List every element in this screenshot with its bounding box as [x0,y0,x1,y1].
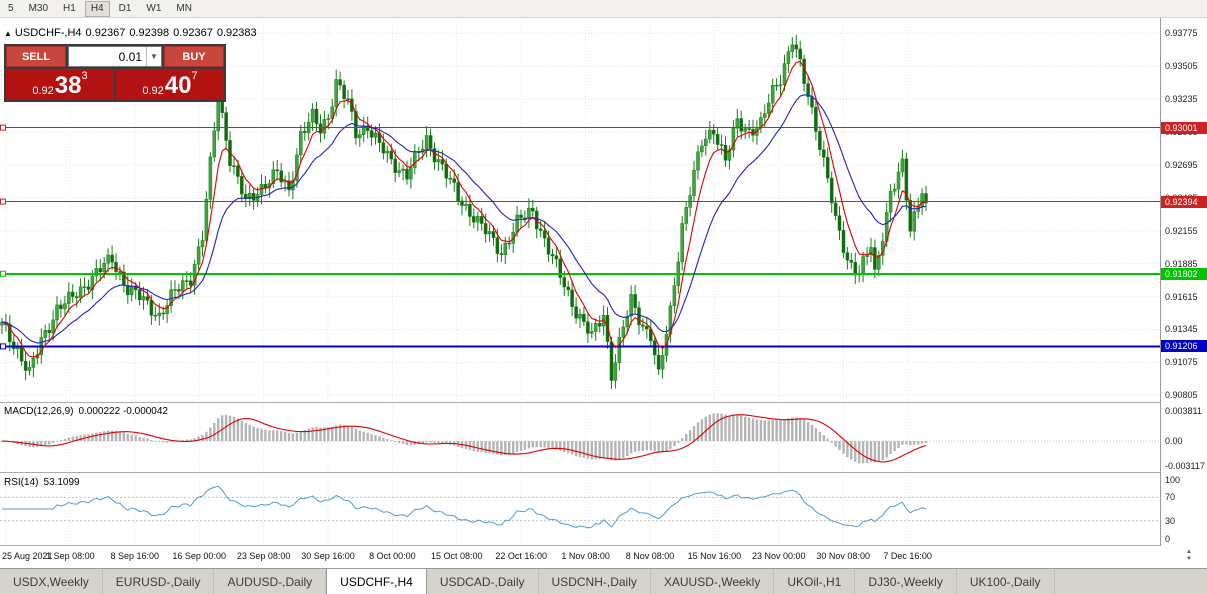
rsi-header: RSI(14) 53.1099 [4,477,80,488]
axis-scroll-arrows[interactable]: ▲ ▼ [1186,549,1192,562]
price-tick: 0.91615 [1165,291,1198,302]
pane-splitter[interactable] [0,402,1207,403]
sell-price-display[interactable]: 0.92 38 3 [6,69,114,100]
chart-tab-uk100-daily[interactable]: UK100-,Daily [957,569,1055,594]
price-tick: 0.91075 [1165,357,1198,368]
buy-price-sup: 7 [191,70,198,82]
macd-max-label: 0.003811 [1165,406,1202,416]
time-axis-label: 1 Sep 08:00 [46,551,95,561]
buy-price-big: 40 [164,72,192,99]
volume-value[interactable]: 0.01 [118,49,142,64]
timeframe-toolbar: 5 M30 H1 H4 D1 W1 MN [0,0,1207,18]
pane-splitter [0,545,1207,546]
hline-price-tag: 0.91802 [1161,267,1207,280]
time-axis-label: 1 Nov 08:00 [561,551,610,561]
ohlc-low: 0.92367 [173,27,213,39]
price-tick: 0.92695 [1165,159,1198,170]
time-axis[interactable]: 25 Aug 2021 1 Sep 08:00 8 Sep 16:00 16 Sep … [0,546,1160,568]
macd-header: MACD(12,26,9) 0.000222 -0.000042 [4,406,168,417]
timeframe-mn[interactable]: MN [176,2,192,14]
chart-tab-usdcnh-daily[interactable]: USDCNH-,Daily [539,569,651,594]
time-axis-label: 30 Nov 08:00 [816,551,870,561]
price-tick: 0.93775 [1165,28,1198,39]
rsi-values: 53.1099 [43,477,80,488]
macd-indicator-canvas[interactable] [0,404,1160,472]
time-axis-label: 7 Dec 16:00 [883,551,932,561]
rsi-indicator-canvas[interactable] [0,474,1160,544]
chart-tab-usdx-weekly[interactable]: USDX,Weekly [0,569,103,594]
buy-button[interactable]: BUY [164,46,224,67]
sell-price-sup: 3 [81,70,88,82]
timeframe-w1[interactable]: W1 [146,2,162,14]
price-tick: 0.93505 [1165,61,1198,72]
time-axis-label: 8 Nov 08:00 [625,551,675,561]
time-axis-label: 25 Aug 2021 [2,551,53,561]
volume-dropdown-icon[interactable]: ▼ [146,47,161,66]
chart-tab-ukoil-h1[interactable]: UKOil-,H1 [774,569,856,594]
time-axis-label: 23 Sep 08:00 [236,551,291,561]
price-tick: 0.92155 [1165,225,1198,236]
macd-zero-label: 0.00 [1165,436,1183,447]
timeframe-h4[interactable]: H4 [84,0,110,17]
chart-tab-dj30-weekly[interactable]: DJ30-,Weekly [855,569,957,594]
time-axis-label: 16 Sep 00:00 [172,551,226,561]
hline-price-tag: 0.91206 [1161,340,1207,353]
pane-splitter[interactable] [0,472,1207,473]
time-axis-label: 15 Nov 16:00 [687,551,742,561]
price-tick: 0.91885 [1165,258,1198,269]
one-click-trading-panel: SELL 0.01 ▼ BUY 0.92 38 3 0.92 40 7 [4,44,226,102]
time-axis-label: 22 Oct 16:00 [495,551,547,561]
time-axis-label: 8 Oct 00:00 [369,551,416,561]
one-click-collapse-icon[interactable]: ▲ [4,29,12,38]
ohlc-open: 0.92367 [85,27,126,39]
rsi-100-label: 100 [1165,475,1181,485]
time-axis-label: 8 Sep 16:00 [110,551,160,561]
chart-tab-usdchf-h4[interactable]: USDCHF-,H4 [326,569,427,594]
chart-tab-bar: USDX,Weekly EURUSD-,Daily AUDUSD-,Daily USD… [0,568,1207,594]
chart-tab-audusd-daily[interactable]: AUDUSD-,Daily [214,569,327,594]
price-tick: 0.91345 [1165,324,1198,335]
hline-price-tag: 0.93001 [1161,121,1207,134]
rsi-0-label: 0 [1165,534,1171,544]
rsi-30-label: 30 [1165,515,1176,526]
timeframe-5[interactable]: 5 [8,2,14,14]
buy-price-prefix: 0.92 [142,85,164,97]
macd-min-label: -0.003117 [1165,461,1205,471]
rsi-70-label: 70 [1165,492,1176,503]
chart-tab-xauusd-weekly[interactable]: XAUUSD-,Weekly [651,569,775,594]
time-axis-label: 30 Sep 16:00 [301,551,355,561]
chart-tab-eurusd-daily[interactable]: EURUSD-,Daily [103,569,215,594]
price-axis[interactable]: 0.937750.935050.932350.929650.926950.924… [1160,18,1207,546]
timeframe-d1[interactable]: D1 [118,2,132,14]
price-tick: 0.90805 [1165,390,1198,401]
ohlc-close: 0.92383 [216,27,257,39]
ohlc-high: 0.92398 [129,27,170,39]
sell-price-big: 38 [54,72,82,99]
ohlc-symbol: USDCHF-,H4 [14,27,82,39]
chart-tab-usdcad-daily[interactable]: USDCAD-,Daily [427,569,539,594]
ohlc-header: ▲ USDCHF-,H4 0.92367 0.92398 0.92367 0.92383 [4,27,261,39]
timeframe-m30[interactable]: M30 [28,2,49,14]
buy-price-display[interactable]: 0.92 40 7 [116,69,224,100]
macd-name: MACD(12,26,9) [4,406,74,417]
rsi-name: RSI(14) [4,477,39,488]
sell-button[interactable]: SELL [6,46,66,67]
macd-values: 0.000222 -0.000042 [78,406,168,417]
timeframe-h1[interactable]: H1 [63,2,76,14]
hline-price-tag: 0.92394 [1161,195,1207,208]
time-axis-label: 15 Oct 08:00 [431,551,483,561]
sell-price-prefix: 0.92 [32,85,54,97]
main-chart-canvas[interactable] [0,18,1160,402]
volume-stepper[interactable]: 0.01 ▼ [68,46,162,67]
time-axis-label: 23 Nov 00:00 [752,551,806,561]
price-tick: 0.93235 [1165,94,1198,105]
